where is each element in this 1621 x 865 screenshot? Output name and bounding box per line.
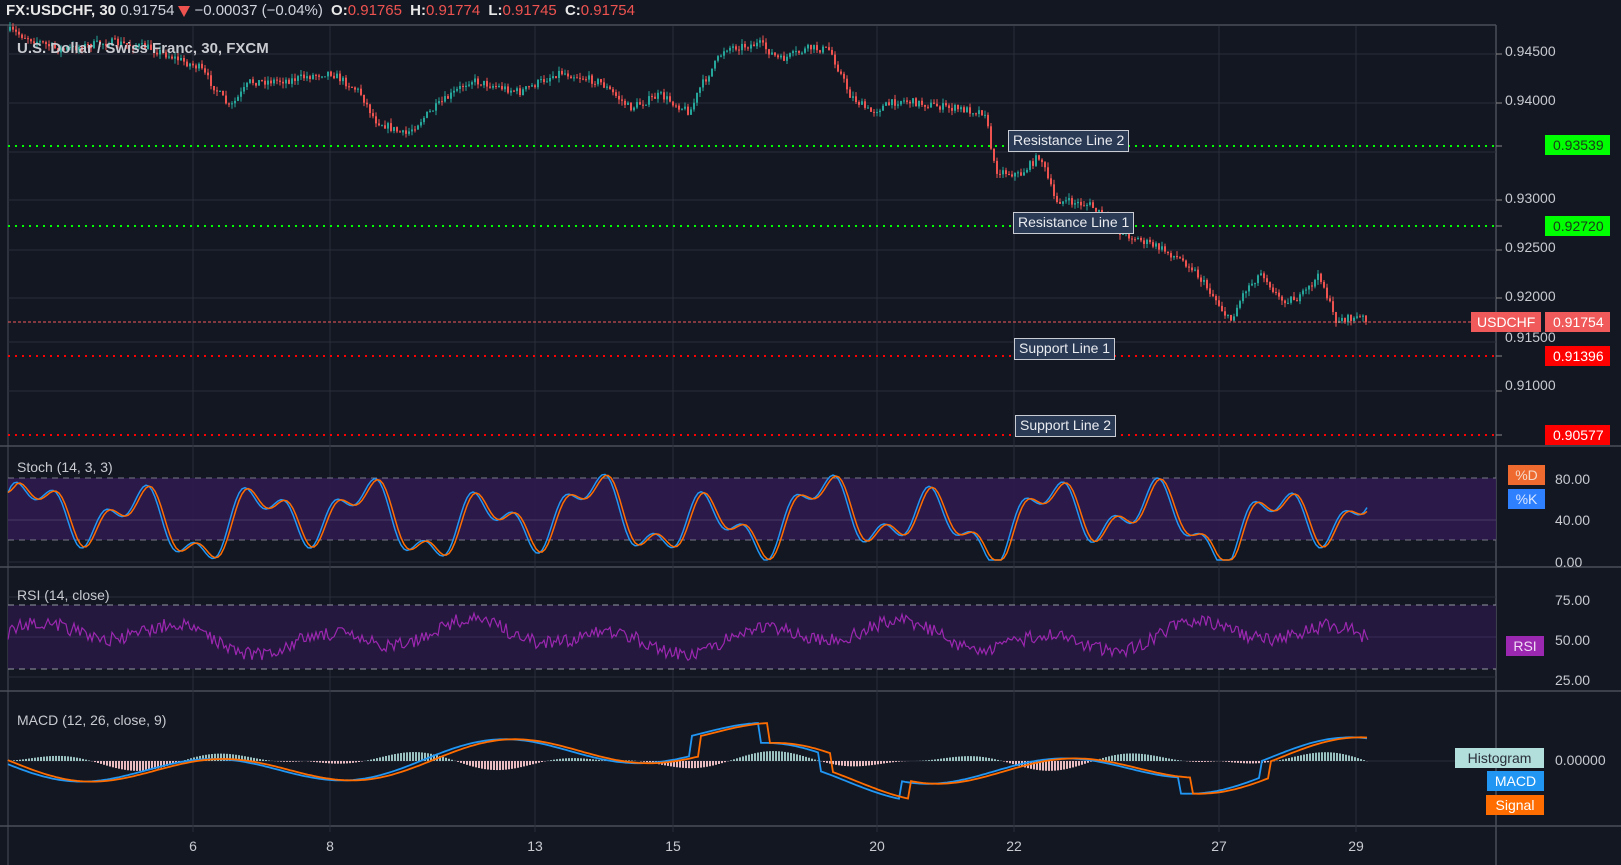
price-tick: 0.92500 xyxy=(1505,239,1556,255)
rsi-tick: 50.00 xyxy=(1555,632,1591,648)
price-tick: 0.92000 xyxy=(1505,288,1556,304)
time-tick: 20 xyxy=(869,838,885,854)
histogram-badge: Histogram xyxy=(1455,748,1544,768)
price-tick: 0.91000 xyxy=(1505,377,1556,393)
symbol-name: FX:USDCHF, 30 xyxy=(6,2,117,19)
price-tick: 0.94000 xyxy=(1505,92,1556,108)
high-value: 0.91774 xyxy=(425,2,481,19)
support-line-1-label[interactable]: Support Line 1 xyxy=(1014,338,1116,360)
stoch-d-badge: %D xyxy=(1508,465,1545,485)
support-1-price-tag: 0.91396 xyxy=(1545,346,1610,366)
rsi-badge: RSI xyxy=(1506,636,1544,656)
time-tick: 27 xyxy=(1211,838,1227,854)
rsi-tick: 25.00 xyxy=(1555,672,1591,688)
current-price-tag: 0.91754 xyxy=(1545,312,1610,332)
stoch-tick: 0.00 xyxy=(1555,554,1583,570)
open-label: O: xyxy=(331,2,348,19)
low-value: 0.91745 xyxy=(502,2,557,19)
price-tick: 0.91500 xyxy=(1505,329,1556,345)
symbol-price-tag: USDCHF xyxy=(1471,312,1542,332)
open-value: 0.91765 xyxy=(347,2,402,19)
resistance-1-price-tag: 0.92720 xyxy=(1545,216,1610,236)
rsi-pane-title: RSI (14, close) xyxy=(17,587,110,603)
price-pane-title: U.S. Dollar / Swiss Franc, 30, FXCM xyxy=(17,40,269,57)
time-tick: 22 xyxy=(1006,838,1022,854)
support-line-2-label[interactable]: Support Line 2 xyxy=(1015,415,1117,437)
stoch-tick: 80.00 xyxy=(1555,471,1591,487)
symbol-header: FX:USDCHF, 30 0.91754 −0.00037 (−0.04%) O… xyxy=(0,0,1621,24)
close-value: 0.91754 xyxy=(580,2,635,19)
price-tick: 0.93000 xyxy=(1505,190,1556,206)
resistance-2-price-tag: 0.93539 xyxy=(1545,135,1610,155)
time-tick: 29 xyxy=(1348,838,1364,854)
signal-badge: Signal xyxy=(1486,795,1544,815)
stoch-tick: 40.00 xyxy=(1555,512,1591,528)
macd-tick: 0.00000 xyxy=(1555,752,1606,768)
down-arrow-icon xyxy=(178,5,191,17)
time-tick: 8 xyxy=(326,838,334,854)
stoch-pane-title: Stoch (14, 3, 3) xyxy=(17,459,113,475)
macd-badge: MACD xyxy=(1487,771,1544,791)
close-label: C: xyxy=(564,2,581,19)
time-tick: 13 xyxy=(527,838,543,854)
macd-pane-title: MACD (12, 26, close, 9) xyxy=(17,712,167,728)
resistance-line-2-label[interactable]: Resistance Line 2 xyxy=(1008,130,1130,152)
last-price: 0.91754 xyxy=(120,2,175,19)
high-label: H: xyxy=(410,2,426,19)
resistance-line-1-label[interactable]: Resistance Line 1 xyxy=(1013,212,1135,234)
support-2-price-tag: 0.90577 xyxy=(1545,425,1610,445)
time-tick: 15 xyxy=(665,838,681,854)
rsi-tick: 75.00 xyxy=(1555,592,1591,608)
time-tick: 6 xyxy=(189,838,197,854)
price-tick: 0.94500 xyxy=(1505,43,1556,59)
price-change: −0.00037 (−0.04%) xyxy=(194,2,323,19)
low-label: L: xyxy=(488,2,503,19)
stoch-k-badge: %K xyxy=(1508,489,1545,509)
